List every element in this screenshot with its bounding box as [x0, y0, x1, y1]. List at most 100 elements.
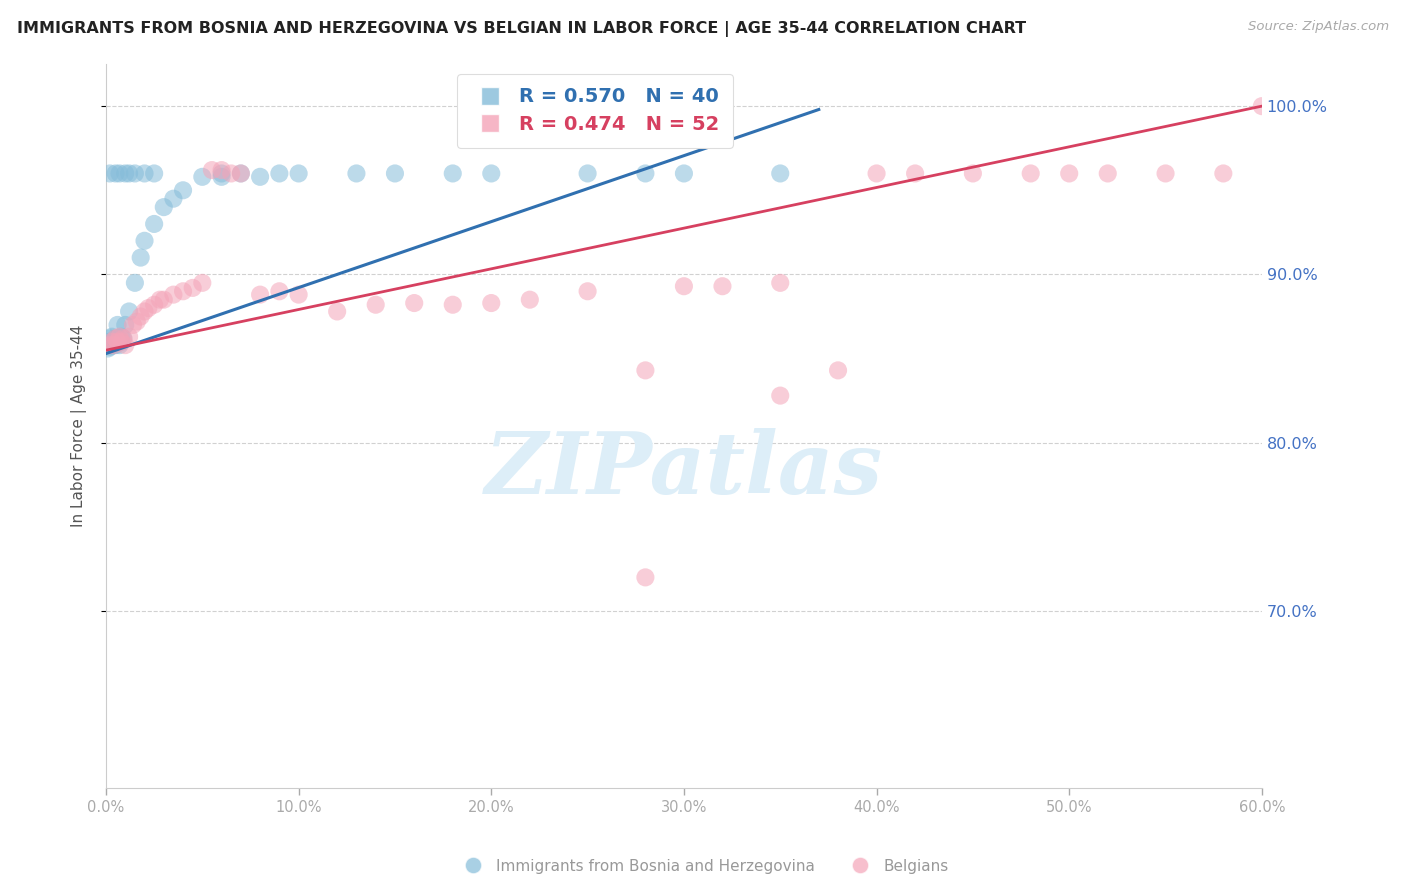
Point — [576, 166, 599, 180]
Point — [100, 334, 122, 349]
Point — [364, 298, 387, 312]
Point — [211, 169, 233, 184]
Point — [134, 304, 156, 318]
Point — [672, 166, 695, 180]
Point — [110, 334, 132, 349]
Point — [269, 166, 291, 180]
Point — [634, 363, 657, 377]
Point — [269, 285, 291, 299]
Point — [104, 166, 127, 180]
Point — [211, 166, 233, 180]
Point — [129, 251, 152, 265]
Point — [191, 169, 214, 184]
Point — [98, 338, 121, 352]
Point — [107, 334, 129, 349]
Point — [519, 293, 541, 307]
Y-axis label: In Labor Force | Age 35-44: In Labor Force | Age 35-44 — [72, 325, 87, 527]
Point — [229, 166, 252, 180]
Point — [134, 166, 156, 180]
Point — [1057, 166, 1080, 180]
Point — [201, 163, 224, 178]
Point — [904, 166, 927, 180]
Point — [769, 276, 792, 290]
Point — [129, 310, 152, 324]
Point — [1212, 166, 1234, 180]
Point — [711, 279, 734, 293]
Point — [134, 234, 156, 248]
Point — [98, 166, 121, 180]
Point — [634, 570, 657, 584]
Point — [143, 217, 166, 231]
Point — [634, 166, 657, 180]
Point — [112, 331, 135, 345]
Point — [346, 166, 368, 180]
Point — [122, 318, 145, 332]
Point — [98, 331, 121, 345]
Point — [107, 331, 129, 345]
Text: IMMIGRANTS FROM BOSNIA AND HERZEGOVINA VS BELGIAN IN LABOR FORCE | AGE 35-44 COR: IMMIGRANTS FROM BOSNIA AND HERZEGOVINA V… — [17, 21, 1026, 37]
Point — [441, 166, 464, 180]
Point — [152, 293, 174, 307]
Point — [211, 163, 233, 178]
Point — [1250, 99, 1272, 113]
Point — [827, 363, 849, 377]
Point — [404, 296, 426, 310]
Point — [110, 329, 132, 343]
Point — [108, 329, 131, 343]
Point — [769, 389, 792, 403]
Point — [672, 279, 695, 293]
Legend: R = 0.570   N = 40, R = 0.474   N = 52: R = 0.570 N = 40, R = 0.474 N = 52 — [457, 74, 733, 148]
Point — [287, 166, 309, 180]
Point — [162, 192, 184, 206]
Point — [103, 338, 125, 352]
Point — [118, 166, 141, 180]
Point — [172, 285, 194, 299]
Point — [441, 298, 464, 312]
Point — [104, 334, 127, 349]
Point — [107, 318, 129, 332]
Point — [1154, 166, 1177, 180]
Point — [479, 166, 502, 180]
Point — [149, 293, 172, 307]
Point — [108, 338, 131, 352]
Point — [103, 338, 125, 352]
Point — [326, 304, 349, 318]
Point — [110, 334, 132, 349]
Point — [114, 318, 136, 332]
Point — [479, 296, 502, 310]
Point — [769, 166, 792, 180]
Point — [108, 334, 131, 349]
Point — [112, 331, 135, 345]
Point — [1019, 166, 1042, 180]
Point — [219, 166, 242, 180]
Point — [98, 340, 121, 354]
Point — [191, 276, 214, 290]
Point — [865, 166, 887, 180]
Point — [181, 281, 204, 295]
Point — [97, 342, 120, 356]
Point — [249, 287, 271, 301]
Point — [118, 304, 141, 318]
Legend: Immigrants from Bosnia and Herzegovina, Belgians: Immigrants from Bosnia and Herzegovina, … — [451, 853, 955, 880]
Point — [229, 166, 252, 180]
Point — [124, 166, 146, 180]
Point — [100, 329, 122, 343]
Point — [287, 287, 309, 301]
Point — [138, 301, 160, 315]
Point — [104, 331, 127, 345]
Point — [384, 166, 406, 180]
Point — [100, 334, 122, 349]
Point — [104, 331, 127, 345]
Point — [249, 169, 271, 184]
Text: Source: ZipAtlas.com: Source: ZipAtlas.com — [1249, 20, 1389, 33]
Point — [576, 285, 599, 299]
Point — [118, 329, 141, 343]
Point — [108, 166, 131, 180]
Point — [104, 338, 127, 352]
Point — [103, 334, 125, 349]
Point — [97, 338, 120, 352]
Point — [100, 338, 122, 352]
Point — [962, 166, 984, 180]
Point — [152, 200, 174, 214]
Point — [143, 166, 166, 180]
